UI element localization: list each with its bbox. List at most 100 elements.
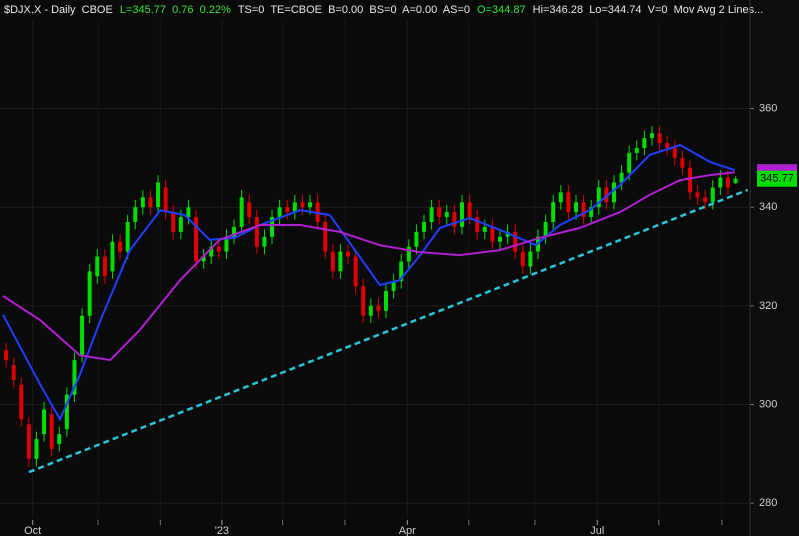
y-tick-label: 280 <box>759 497 777 509</box>
candle-body <box>178 217 183 232</box>
candle-body <box>102 256 107 277</box>
candle-body <box>665 143 670 148</box>
moving-average <box>2 171 735 362</box>
candle-body <box>406 246 411 262</box>
candle-body <box>703 197 708 203</box>
candle-body <box>422 222 427 232</box>
candle-body <box>87 271 92 316</box>
candle-body <box>733 178 738 184</box>
candle-body <box>376 305 381 311</box>
candle-body <box>467 202 472 218</box>
candle-body <box>216 246 221 252</box>
moving-average <box>2 143 736 422</box>
header: $DJX.X - Daily CBOE L=345.77 0.76 0.22% TS… <box>4 4 763 16</box>
candle-body <box>270 217 275 237</box>
candle-body <box>619 172 624 183</box>
last-price-box <box>757 170 797 187</box>
candle-body <box>505 231 510 237</box>
last-price-label: 345.77 <box>760 173 794 185</box>
candle-body <box>209 246 214 257</box>
candle-body <box>566 192 571 213</box>
header-segment: $DJX.X - Daily CBOE <box>4 4 113 16</box>
candle-body <box>573 202 578 213</box>
candle-body <box>589 207 594 218</box>
candle-body <box>224 236 229 252</box>
x-tick-label: Apr <box>399 525 416 536</box>
candle-body <box>604 187 609 203</box>
y-tick-label: 300 <box>759 398 777 410</box>
candle-body <box>520 251 525 267</box>
candle-body <box>330 251 335 272</box>
candle-body <box>26 424 31 459</box>
candle-body <box>346 251 351 257</box>
candle-body <box>642 138 647 148</box>
candle-body <box>725 177 730 188</box>
candle-body <box>201 256 206 262</box>
candle-body <box>361 286 366 316</box>
candle-body <box>133 207 138 222</box>
candle-body <box>125 222 130 252</box>
candle-body <box>186 207 191 218</box>
candle-body <box>140 197 145 208</box>
candle-body <box>558 192 563 203</box>
candle-body <box>498 236 502 242</box>
candle-body <box>399 261 404 282</box>
candle-body <box>680 157 685 168</box>
candle-body <box>11 365 16 380</box>
candle-body <box>118 241 123 252</box>
x-tick-label: '23 <box>215 525 229 536</box>
x-tick-label: Oct <box>24 525 41 536</box>
candle-body <box>57 434 62 444</box>
candle-body <box>110 241 115 272</box>
candle-body <box>95 256 100 277</box>
candle-body <box>710 187 715 203</box>
candle-body <box>80 315 85 356</box>
candle-body <box>627 152 632 173</box>
candle-body <box>4 350 9 361</box>
header-segment: L=345.77 0.76 0.22% <box>120 4 231 16</box>
candle-body <box>551 202 556 222</box>
candle-body <box>42 409 47 435</box>
candle-body <box>277 207 282 218</box>
candle-body <box>634 148 639 153</box>
candle-body <box>232 226 237 237</box>
candle-body <box>156 182 161 208</box>
candle-body <box>384 291 389 311</box>
candle-body <box>148 197 153 208</box>
candle-body <box>687 167 692 193</box>
candle-body <box>429 207 434 222</box>
candle-body <box>695 192 700 198</box>
candle-body <box>444 212 449 218</box>
candle-body <box>452 212 457 227</box>
candle-body <box>513 231 518 252</box>
candle-body <box>475 217 480 232</box>
candle-body <box>64 394 69 430</box>
candle-body <box>292 202 297 213</box>
candle-body <box>72 360 77 395</box>
candle-body <box>581 202 586 218</box>
candle-body <box>194 217 199 262</box>
header-segment: TS=0 TE=CBOE B=0.00 BS=0 A=0.00 AS=0 <box>238 4 470 16</box>
candle-body <box>437 207 442 218</box>
candle-body <box>596 187 601 208</box>
candle-body <box>285 207 290 213</box>
candle-body <box>353 256 358 287</box>
candle-body <box>19 384 24 420</box>
candle-body <box>34 439 39 459</box>
candle-body <box>338 251 343 272</box>
candle-body <box>247 202 252 218</box>
candle-body <box>718 177 723 188</box>
candle-body <box>262 236 267 247</box>
candle-body <box>368 305 373 316</box>
candle-body <box>528 251 533 267</box>
header-segment: Hi=346.28 Lo=344.74 V=0 Mov Avg 2 Lines.… <box>533 4 764 16</box>
price-axis-panel <box>750 0 799 536</box>
candle-body <box>611 182 616 203</box>
candle-body <box>49 414 54 449</box>
header-segment: O=344.87 <box>477 4 526 16</box>
y-tick-label: 340 <box>759 201 777 213</box>
candle-body <box>414 231 419 247</box>
candle-body <box>391 281 396 292</box>
